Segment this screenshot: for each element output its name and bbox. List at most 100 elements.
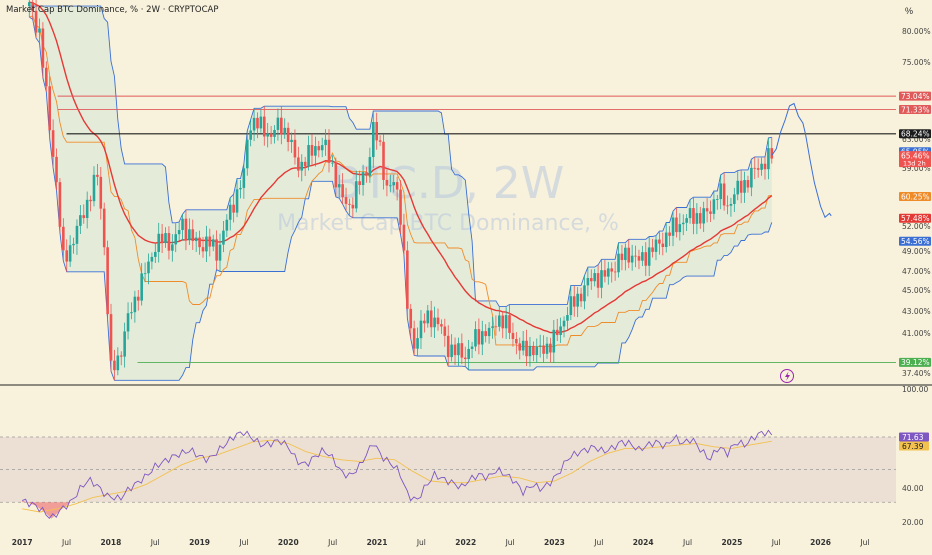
candle-body bbox=[504, 315, 508, 329]
candle-body bbox=[637, 256, 641, 261]
candle-body bbox=[600, 270, 603, 288]
candle-body bbox=[698, 213, 702, 224]
candle-body bbox=[222, 230, 225, 245]
candle-body bbox=[446, 335, 450, 358]
candle-body bbox=[310, 145, 314, 156]
candle-body bbox=[239, 187, 242, 190]
candle-body bbox=[436, 317, 440, 325]
candle-body bbox=[675, 217, 678, 233]
candle-body bbox=[375, 122, 378, 141]
candle-body bbox=[457, 343, 460, 356]
candle-body bbox=[385, 179, 389, 186]
candle-body bbox=[736, 180, 740, 195]
candle-body bbox=[429, 310, 433, 328]
x-tick-label: 2026 bbox=[810, 538, 831, 547]
candle-body bbox=[41, 28, 45, 68]
candle-body bbox=[136, 296, 140, 301]
price-label-box bbox=[899, 105, 931, 115]
candle-body bbox=[307, 145, 310, 167]
candle-body bbox=[756, 168, 760, 170]
candle-body bbox=[613, 271, 617, 273]
candle-body bbox=[617, 253, 620, 273]
candle-body bbox=[205, 236, 208, 252]
candle-body bbox=[467, 348, 470, 360]
y-tick-label: 80.00% bbox=[902, 27, 931, 36]
candle-body bbox=[130, 312, 133, 314]
x-tick-label: 2023 bbox=[544, 538, 565, 547]
y-tick-label: 52.00% bbox=[902, 222, 931, 231]
y-tick-label: 45.00% bbox=[902, 286, 931, 295]
candle-body bbox=[65, 250, 69, 262]
candle-body bbox=[303, 161, 307, 167]
candle-body bbox=[760, 163, 763, 170]
candle-body bbox=[92, 174, 96, 202]
y-tick-label: 59.00% bbox=[902, 164, 931, 173]
candle-body bbox=[552, 329, 556, 353]
price-label: 54.56% bbox=[901, 237, 930, 246]
candle-body bbox=[164, 233, 167, 244]
candle-body bbox=[126, 313, 130, 332]
candle-body bbox=[123, 331, 126, 357]
candle-body bbox=[198, 237, 201, 248]
candle-body bbox=[402, 224, 406, 251]
candle-body bbox=[280, 117, 283, 135]
candle-body bbox=[719, 183, 723, 200]
candle-body bbox=[113, 360, 116, 371]
candle-body bbox=[664, 232, 668, 248]
scale-unit-button[interactable]: % bbox=[905, 6, 914, 16]
candle-body bbox=[678, 224, 682, 233]
candle-body bbox=[283, 127, 287, 135]
candle-body bbox=[314, 146, 317, 156]
candle-body bbox=[218, 244, 222, 261]
candle-body bbox=[620, 253, 624, 261]
candle-body bbox=[269, 133, 273, 137]
candle-body bbox=[324, 139, 327, 146]
candle-body bbox=[463, 357, 467, 360]
candle-body bbox=[603, 270, 607, 277]
candle-body bbox=[409, 308, 413, 329]
candle-body bbox=[167, 233, 171, 251]
candle-body bbox=[480, 331, 484, 345]
candle-body bbox=[184, 218, 188, 241]
candle-body bbox=[566, 315, 569, 321]
candle-body bbox=[140, 273, 143, 301]
candle-body bbox=[538, 345, 542, 347]
candle-body bbox=[443, 326, 447, 336]
candle-body bbox=[484, 331, 487, 337]
candle-body bbox=[99, 176, 103, 209]
candle-body bbox=[770, 148, 774, 159]
candle-body bbox=[692, 208, 695, 224]
candle-body bbox=[654, 239, 658, 252]
candle-body bbox=[406, 250, 409, 309]
price-label: 73.04% bbox=[901, 92, 930, 101]
candle-body bbox=[157, 233, 161, 252]
candle-body bbox=[174, 234, 178, 245]
candle-body bbox=[494, 326, 498, 328]
candle-body bbox=[228, 204, 232, 220]
price-label: 39.12% bbox=[901, 358, 930, 367]
candle-body bbox=[607, 268, 610, 277]
candle-body bbox=[688, 208, 692, 219]
candle-body bbox=[188, 229, 191, 241]
x-tick-label: 2020 bbox=[278, 538, 299, 547]
candle-body bbox=[705, 208, 709, 212]
candle-body bbox=[348, 203, 351, 205]
candle-body bbox=[147, 261, 150, 274]
candle-body bbox=[51, 130, 55, 157]
candle-body bbox=[729, 203, 733, 206]
y-tick-label: 49.00% bbox=[902, 247, 931, 256]
candle-body bbox=[641, 252, 644, 261]
candle-body bbox=[511, 332, 515, 339]
candle-body bbox=[624, 247, 627, 261]
candle-body bbox=[201, 247, 205, 252]
candle-body bbox=[235, 189, 239, 213]
candle-body bbox=[412, 328, 416, 349]
candle-body bbox=[109, 314, 113, 361]
candle-body bbox=[668, 232, 671, 236]
candle-body bbox=[266, 133, 270, 137]
candle-body bbox=[297, 157, 300, 171]
candle-body bbox=[89, 199, 92, 202]
candle-body bbox=[586, 278, 590, 286]
